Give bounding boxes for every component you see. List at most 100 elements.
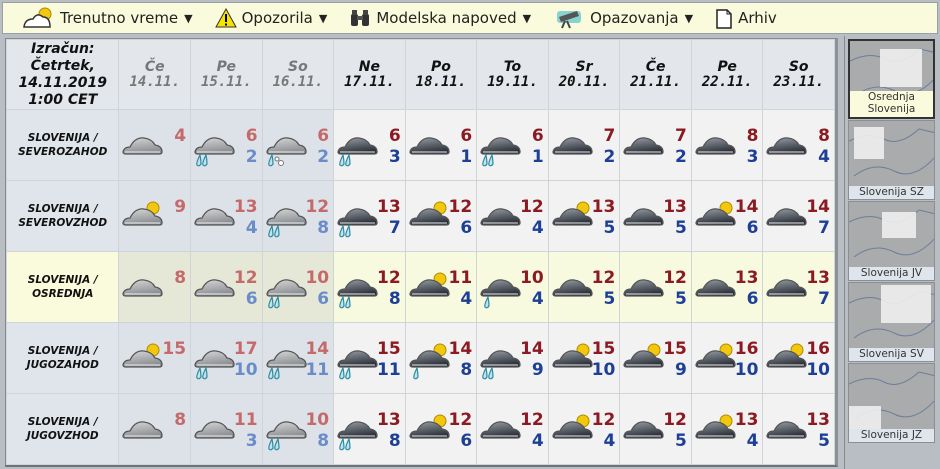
temp-max: 15 [591,339,616,359]
temp-min: 6 [746,289,759,309]
region-name[interactable]: SLOVENIJA / JUGOVZHOD [5,393,120,465]
sun-cloud-icon [408,413,452,453]
forecast-cell: 14 6 [690,180,764,252]
temp-min: 2 [675,147,687,167]
day-date: 18.11. [415,73,467,90]
temp-max: 15 [377,339,401,359]
region-part: OSREDNJA [32,288,94,300]
cloud-rain-icon [265,342,309,382]
menu-opozorila[interactable]: Opozorila ▼ [214,8,327,28]
menu-arhiv[interactable]: Arhiv [715,7,777,29]
forecast-cell: 15 10 [547,322,621,394]
region-map-thumbnail[interactable]: Slovenija JV [848,201,935,281]
temp-max: 8 [818,126,830,146]
temp-min: 4 [531,218,544,238]
temp-max: 9 [174,197,187,217]
temp-max: 14 [806,197,830,217]
temp-max: 13 [806,268,830,288]
temp-max: 12 [233,268,258,288]
cloud-icon [193,271,237,311]
temp-max: 6 [317,126,330,146]
region-map-thumbnail[interactable]: Slovenija JZ [848,363,935,443]
region-map-thumbnail[interactable]: Slovenija SZ [848,120,935,200]
forecast-cell: 9 [118,180,192,252]
sun-cloud-icon [694,413,738,453]
map-image [849,364,934,430]
region-name[interactable]: SLOVENIJA / SEVEROVZHOD [5,180,120,252]
cloud-icon [694,271,738,311]
temp-min: 7 [818,289,830,309]
temp-max: 14 [520,339,544,359]
region-map-sidebar: Osrednja Slovenija Slovenija SZ Slovenija … [844,36,939,469]
forecast-cell: 4 [118,109,192,181]
sun-cloud-icon [551,200,595,240]
caret-down-icon: ▼ [184,11,193,25]
day-date: 15.11. [201,73,252,90]
forecast-cell: 10 6 [261,251,335,323]
forecast-cell: 14 7 [762,180,835,252]
region-map-thumbnail[interactable]: Slovenija SV [848,282,935,362]
temp-min: 4 [603,431,616,451]
temp-min: 5 [603,218,616,238]
temp-max: 12 [377,268,401,288]
map-label: Slovenija JV [849,267,934,280]
cloud-icon [121,413,165,453]
cloud-icon [622,129,666,169]
region-part: JUGOZAHOD [26,359,99,371]
temp-max: 10 [305,268,330,288]
temp-min: 4 [245,218,258,238]
caret-down-icon: ▼ [684,11,694,25]
warning-icon [214,8,242,28]
sun-cloud-icon [408,200,452,240]
temp-max: 11 [448,268,473,288]
temp-min: 6 [746,218,759,238]
temp-max: 7 [675,126,687,146]
menu-opazovanja[interactable]: Opazovanja ▼ [553,7,693,29]
day-header: Pe 22.11. [690,39,764,110]
day-header: So 16.11. [261,39,335,110]
day-header: So 23.11. [762,39,835,110]
region-name[interactable]: SLOVENIJA / JUGOZAHOD [5,322,120,394]
forecast-cell: 15 [118,322,192,394]
calc-time: 1:00 CET [28,91,98,108]
temp-min: 1 [460,147,473,167]
region-part: JUGOVZHOD [26,430,99,442]
sun-cloud-icon [694,200,738,240]
calc-weekday: Četrtek, [30,57,95,74]
cloud-rain-icon [479,342,523,382]
forecast-cell: 10 8 [261,393,335,465]
region-name[interactable]: SLOVENIJA / SEVEROZAHOD [5,109,120,181]
forecast-cell: 14 9 [476,322,549,394]
forecast-cell: 12 6 [190,251,263,323]
cloud-icon [551,129,595,169]
day-header: Sr 20.11. [547,39,621,110]
region-map-thumbnail[interactable]: Osrednja Slovenija [848,39,935,119]
menu-trenutno-vreme[interactable]: Trenutno vreme ▼ [21,6,193,30]
temp-min: 9 [675,360,687,380]
region-name[interactable]: SLOVENIJA / OSREDNJA [5,251,120,323]
day-date: 14.11. [129,73,181,90]
temp-min: 3 [746,147,759,167]
day-name: Ne [358,58,380,75]
region-row: SLOVENIJA / OSREDNJA 8 12 6 10 6 12 8 11 4 10 4 12 5 12… [5,251,835,323]
day-name: So [288,58,308,75]
day-header: Po 18.11. [404,39,478,110]
temp-max: 6 [245,126,258,146]
cloud-icon [765,129,809,169]
day-date: 20.11. [558,73,610,90]
map-label: Slovenija SZ [849,186,934,199]
temp-max: 12 [448,410,473,430]
temp-min: 3 [245,431,258,451]
menu-modelska-napoved[interactable]: Modelska napoved ▼ [349,9,531,27]
temp-max: 8 [746,126,759,146]
temp-max: 12 [591,268,616,288]
temp-max: 7 [603,126,616,146]
region-country: SLOVENIJA / [27,132,98,144]
temp-max: 12 [305,197,330,217]
temp-min: 5 [675,289,687,309]
region-country: SLOVENIJA / [27,345,98,357]
cloud-icon [479,413,523,453]
